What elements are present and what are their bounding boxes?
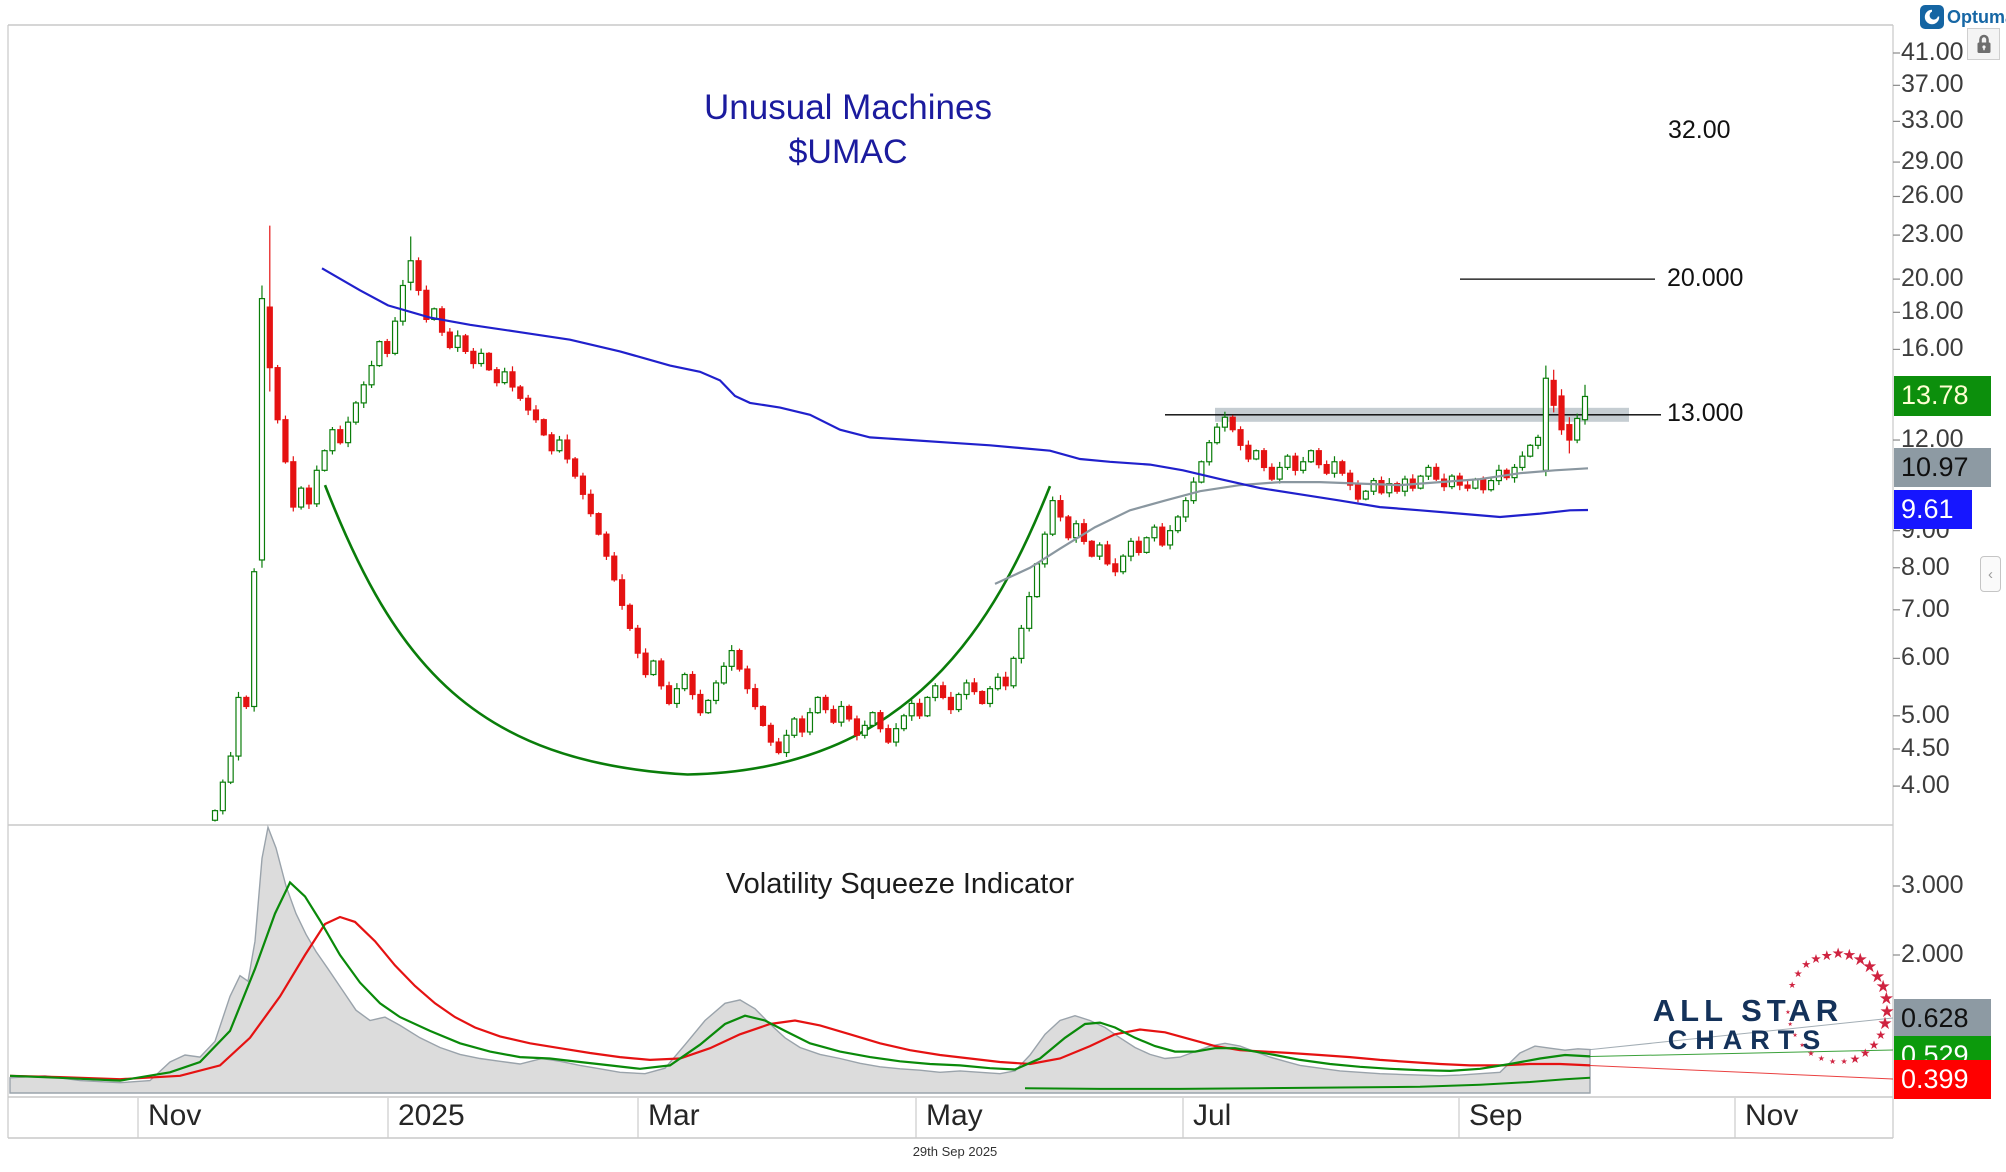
star-icon: ★	[1875, 977, 1891, 997]
squeeze-lower-green-line[interactable]	[1024, 1076, 1591, 1090]
price-tick-label: 26.00	[1901, 181, 1964, 210]
star-icon: ★	[1799, 1042, 1805, 1049]
star-icon: ★	[1877, 1013, 1893, 1033]
star-icon: ★	[1793, 968, 1803, 980]
last-date-label: 29th Sep 2025	[912, 1144, 998, 1159]
indicator-tick-label: 3.000	[1901, 871, 1964, 899]
axis-collapse-button[interactable]: ‹	[1980, 556, 2001, 592]
level-13-label[interactable]: 13.000	[1667, 399, 1744, 427]
price-badge-9.61: 9.61	[1894, 489, 1972, 530]
price-target-annotation[interactable]: 32.00	[1668, 116, 1731, 144]
star-icon: ★	[1831, 945, 1845, 962]
star-icon: ★	[1787, 1021, 1793, 1028]
chevron-left-icon: ‹	[1988, 565, 1993, 583]
price-tick-label: 7.00	[1901, 594, 1950, 623]
lock-button[interactable]	[1967, 28, 2000, 60]
month-label: Nov	[1745, 1099, 1799, 1132]
indicator-title: Volatility Squeeze Indicator	[725, 868, 1075, 900]
lock-icon	[1977, 34, 1990, 53]
squeeze-red-line[interactable]	[9, 915, 1591, 1081]
optuma-logo: Optuma ™	[1920, 5, 2006, 29]
star-icon: ★	[1792, 1033, 1798, 1040]
price-badge-13.78: 13.78	[1894, 376, 1991, 416]
month-label: Jul	[1193, 1099, 1232, 1132]
candlestick-series[interactable]	[211, 225, 1589, 822]
price-tick-label: 6.00	[1901, 643, 1950, 672]
indicator-badge-0.399: 0.399	[1894, 1060, 1991, 1100]
star-icon: ★	[1810, 952, 1822, 967]
gray-moving-average[interactable]	[994, 467, 1589, 585]
price-tick-label: 33.00	[1901, 106, 1964, 135]
star-icon: ★	[1879, 1001, 1895, 1021]
optuma-logo-icon	[1920, 5, 1944, 29]
indicator-badge-0.628: 0.628	[1894, 999, 1991, 1039]
price-tick-label: 16.00	[1901, 334, 1964, 363]
price-tick-label: 4.50	[1901, 733, 1950, 762]
price-tick-label: 12.00	[1901, 425, 1964, 454]
price-tick-label: 23.00	[1901, 220, 1964, 249]
price-tick-label: 5.00	[1901, 700, 1950, 729]
month-label: Nov	[148, 1099, 202, 1132]
squeeze-green-line[interactable]	[9, 880, 1591, 1082]
level-20-label[interactable]: 20.000	[1667, 264, 1744, 292]
price-tick-label: 37.00	[1901, 70, 1964, 99]
month-label: Mar	[648, 1099, 700, 1132]
watermark-line1: ALL STAR	[1652, 993, 1844, 1028]
star-icon: ★	[1820, 947, 1833, 963]
price-tick-label: 18.00	[1901, 297, 1964, 326]
star-icon: ★	[1828, 1056, 1837, 1066]
star-icon: ★	[1859, 1045, 1871, 1060]
price-tick-label: 29.00	[1901, 147, 1964, 176]
star-icon: ★	[1875, 1027, 1887, 1042]
star-icon: ★	[1801, 959, 1812, 972]
star-icon: ★	[1878, 989, 1895, 1009]
star-icon: ★	[1842, 946, 1857, 964]
star-icon: ★	[1817, 1054, 1825, 1064]
month-label: Sep	[1469, 1099, 1523, 1132]
price-tick-label: 20.00	[1901, 264, 1964, 293]
star-icon: ★	[1840, 1056, 1848, 1066]
star-icon: ★	[1807, 1048, 1815, 1058]
badge-leader-line	[1589, 1017, 1894, 1051]
star-icon: ★	[1862, 957, 1878, 977]
price-badge-10.97: 10.97	[1894, 448, 1991, 488]
month-label: May	[926, 1099, 983, 1132]
badge-leader-line	[1589, 1064, 1894, 1080]
blue-moving-average[interactable]	[321, 267, 1589, 519]
month-label: 2025	[398, 1099, 465, 1132]
price-tick-label: 41.00	[1901, 38, 1964, 66]
chart-title: Unusual Machines	[704, 88, 992, 127]
badge-leader-line	[1589, 1049, 1894, 1057]
star-icon: ★	[1852, 949, 1868, 969]
indicator-tick-label: 2.000	[1901, 940, 1964, 968]
price-tick-label: 4.00	[1901, 771, 1950, 800]
star-icon: ★	[1849, 1051, 1861, 1066]
star-icon: ★	[1869, 966, 1886, 986]
optuma-logo-text: Optuma	[1947, 6, 2006, 27]
watermark-line2: CHARTS	[1667, 1025, 1829, 1055]
allstarcharts-watermark: ALL STAR CHARTS ★ ★ ★ ★ ★ ★ ★ ★ ★ ★ ★ ★ ★ ★ ★ ★ ★ ★ ★ ★ ★ ★ ★ ★…	[1640, 947, 1900, 1077]
star-icon: ★	[1788, 979, 1797, 990]
price-tick-label: 8.00	[1901, 552, 1950, 581]
squeeze-area-series[interactable]	[9, 824, 1591, 1094]
cup-pattern-arc[interactable]	[323, 484, 1052, 776]
star-icon: ★	[1868, 1037, 1880, 1052]
star-icon: ★	[1785, 1009, 1791, 1016]
chart-symbol: $UMAC	[788, 133, 908, 171]
